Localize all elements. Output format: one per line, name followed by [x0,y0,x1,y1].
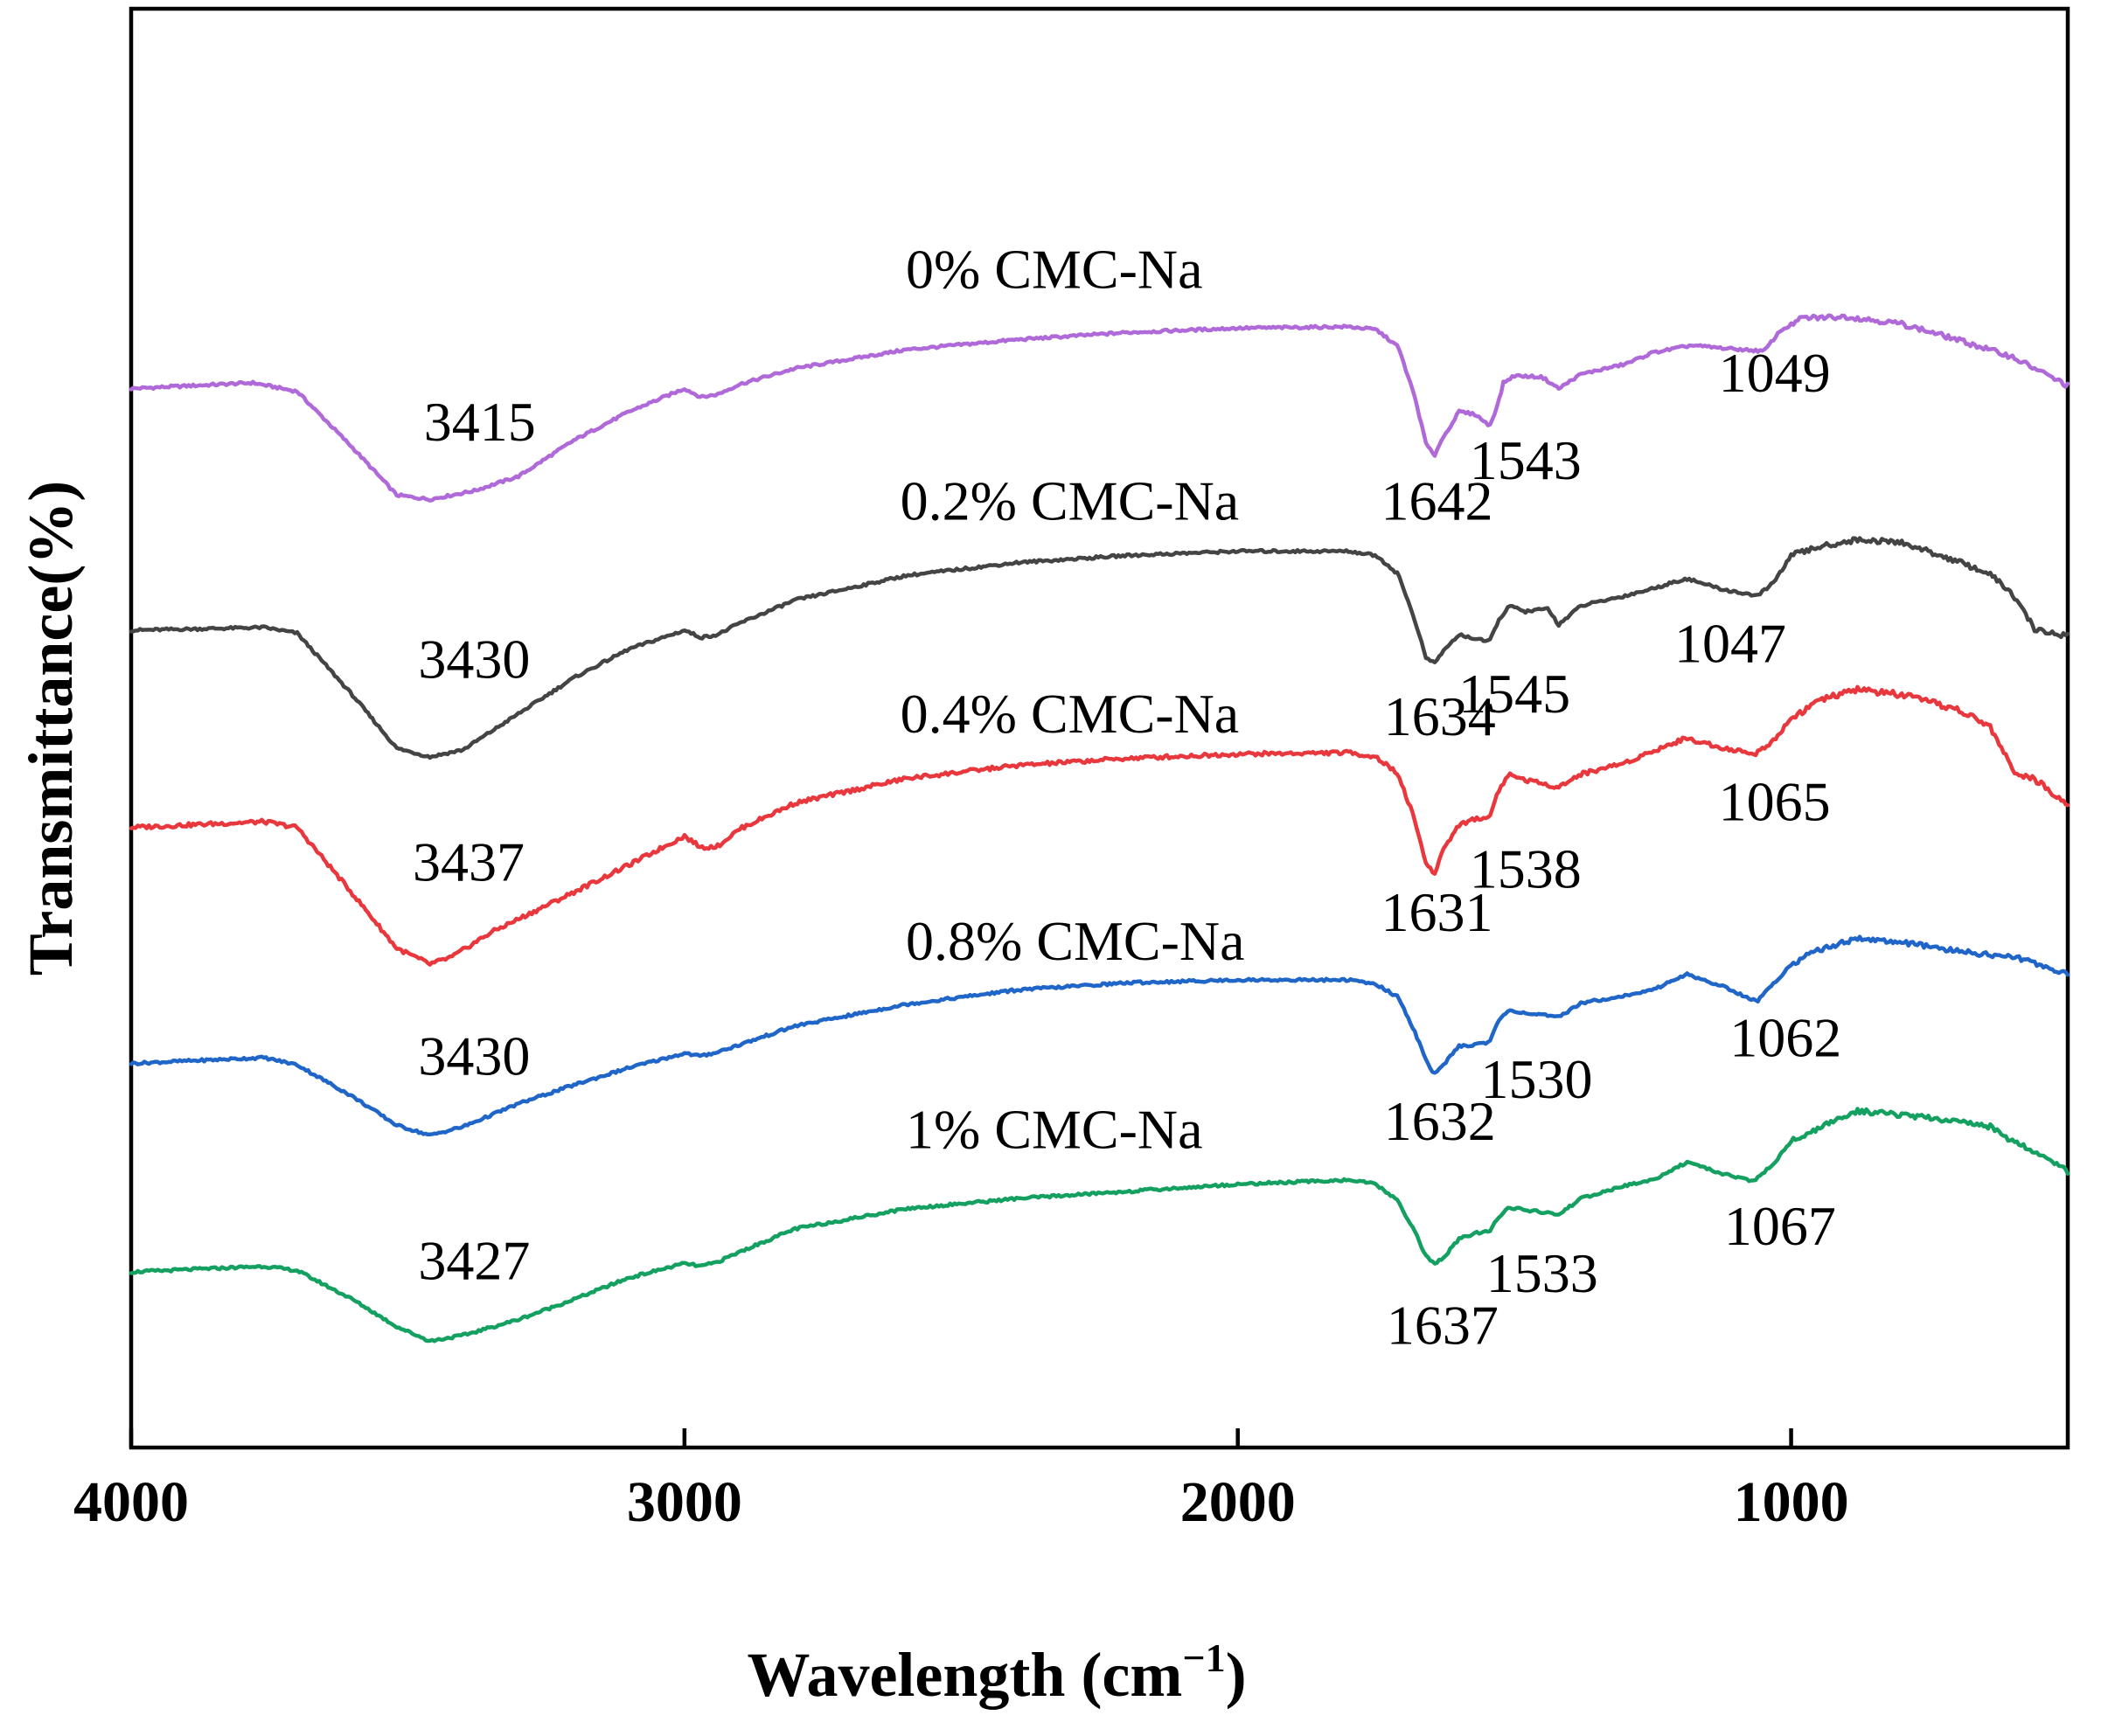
peak-label-1-2: 1545 [1458,663,1570,725]
peak-label-3-1: 1632 [1384,1090,1496,1152]
series-label-0: 0% CMC-Na [906,238,1203,300]
y-axis-label: Transmittance(%) [16,481,86,976]
x-tick-label-2000: 2000 [1180,1470,1296,1534]
peak-label-0-2: 1543 [1470,429,1582,491]
series-trace-1 [129,536,2070,760]
peak-label-4-3: 1067 [1724,1195,1836,1257]
peak-label-3-0: 3430 [418,1025,530,1087]
peak-label-3-2: 1530 [1480,1048,1592,1110]
series-label-2: 0.4% CMC-Na [901,683,1240,745]
peak-label-1-3: 1047 [1674,612,1786,674]
series-label-1: 0.2% CMC-Na [901,469,1240,531]
x-axis-tick-labels: 4000 3000 2000 1000 [73,1470,1849,1534]
peak-label-2-1: 1631 [1381,881,1493,943]
series-trace-2 [129,684,2070,967]
peak-label-0-3: 1049 [1719,342,1831,404]
x-axis-label: Wavelength (cm−1) [747,1635,1246,1710]
x-axis-ticks [129,1428,1793,1448]
peak-label-0-1: 1642 [1381,469,1493,531]
peak-label-2-3: 1065 [1719,770,1831,832]
peak-label-1-0: 3430 [418,628,530,690]
peak-label-0-0: 3415 [424,391,536,453]
x-tick-label-1000: 1000 [1734,1470,1849,1534]
series-traces [129,313,2070,1344]
peak-label-2-0: 3437 [413,830,525,892]
x-tick-label-3000: 3000 [627,1470,742,1534]
peak-label-4-0: 3427 [418,1229,530,1291]
series-labels: 0% CMC-Na 0.2% CMC-Na 0.4% CMC-Na 0.8% CMC-… [901,238,1245,1160]
x-tick-label-4000: 4000 [73,1470,189,1534]
peak-label-2-2: 1538 [1470,838,1582,900]
peak-label-3-3: 1062 [1729,1006,1841,1068]
plot-frame [129,6,2070,1450]
peak-label-4-1: 1637 [1387,1294,1499,1356]
series-trace-4 [129,1107,2070,1344]
series-label-3: 0.8% CMC-Na [906,910,1245,972]
series-trace-0 [129,313,2070,503]
series-trace-3 [129,934,2070,1137]
series-label-4: 1% CMC-Na [906,1099,1203,1161]
peak-label-1-1: 1634 [1384,685,1496,747]
peak-label-4-2: 1533 [1486,1242,1598,1304]
